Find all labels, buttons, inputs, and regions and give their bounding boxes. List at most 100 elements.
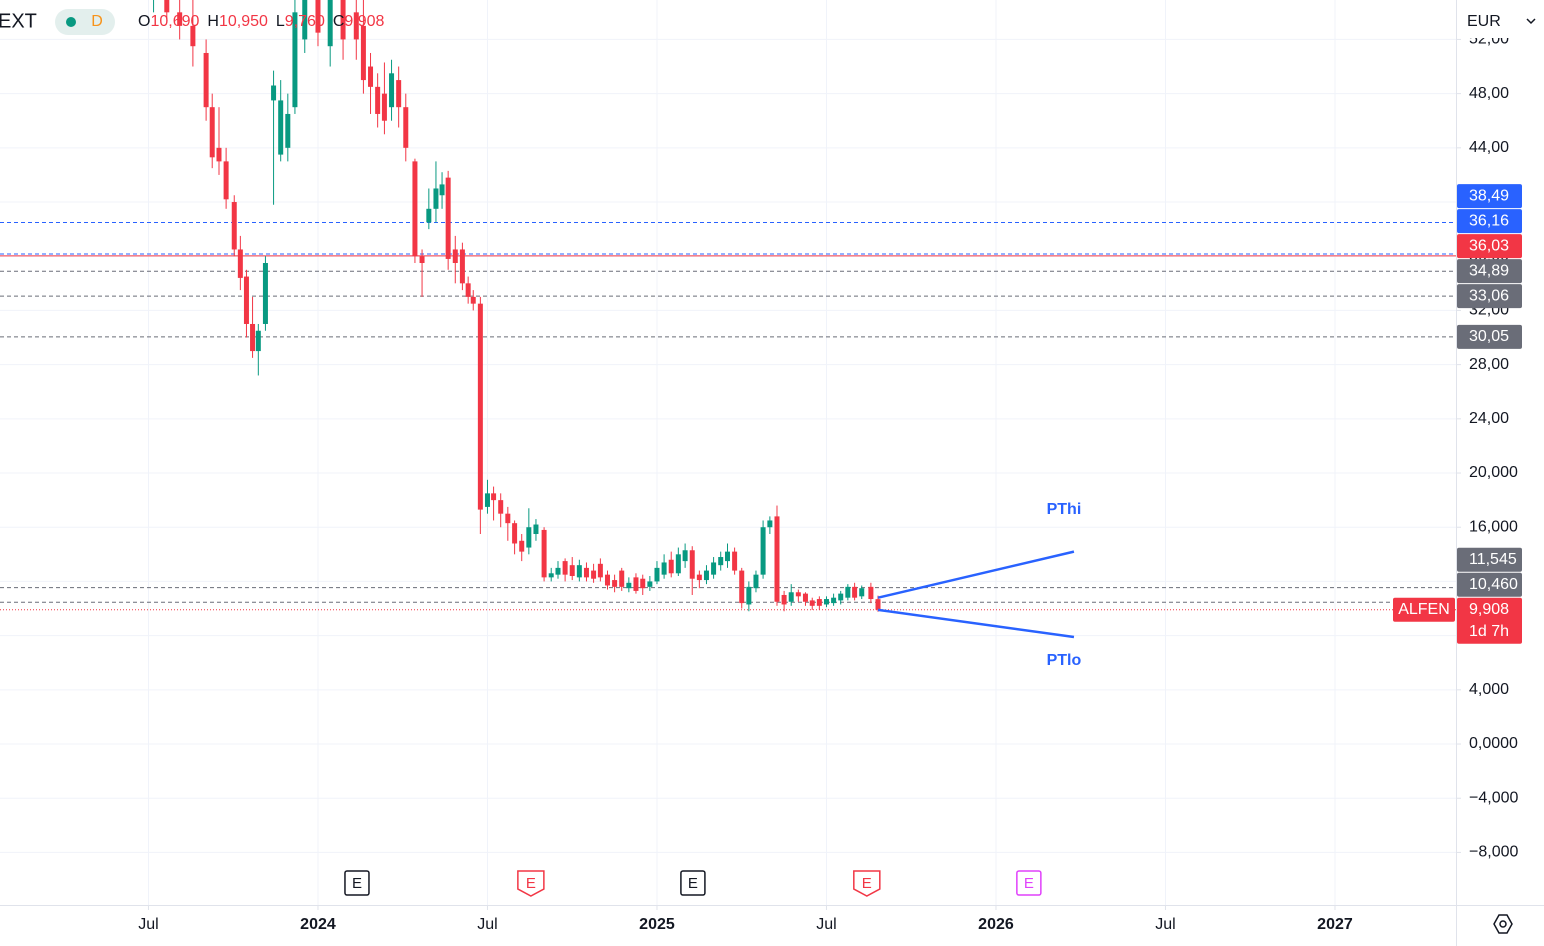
settings-icon[interactable] [1493, 914, 1513, 934]
candle-body [802, 593, 808, 602]
candle-body [583, 567, 589, 578]
price-tag-label: 30,05 [1469, 328, 1509, 345]
candle-body [412, 161, 418, 257]
y-tick-label: 44,00 [1469, 139, 1509, 156]
interval: D [91, 13, 103, 30]
overlay: EXT D O10,690 H10,950 L9,760 C9,908 EUR PTh… [0, 6, 1540, 934]
candle-body [809, 600, 815, 606]
candle-body [852, 586, 858, 598]
price-tag [1457, 597, 1522, 644]
x-tick-label: 2026 [978, 916, 1014, 933]
candle-body [255, 330, 261, 352]
ohlc-value: 9,760 [285, 13, 325, 30]
candle-body [548, 573, 554, 578]
candle-body [718, 557, 724, 566]
event-marker[interactable] [1016, 870, 1042, 896]
event-label[interactable]: E [862, 875, 872, 892]
currency[interactable]: EUR [1467, 13, 1501, 30]
symbol[interactable]: EXT [0, 10, 37, 32]
x-tick-label: 2024 [300, 916, 336, 933]
candle-body [439, 184, 445, 196]
currency-chevron[interactable] [1526, 18, 1536, 25]
candle-body [612, 580, 618, 587]
price-tag-label: 36,03 [1469, 237, 1509, 254]
price-tag-label: 38,49 [1469, 187, 1509, 204]
candle-body [512, 523, 518, 544]
y-tick-label: 4,000 [1469, 681, 1509, 698]
y-tick-label: −8,000 [1469, 844, 1518, 861]
event-marker[interactable] [680, 870, 706, 896]
x-tick-label: 2025 [639, 916, 675, 933]
plot-area [0, 0, 1456, 639]
candle-body [816, 599, 822, 606]
candle-body [278, 100, 284, 155]
candle-body [250, 323, 256, 352]
candle-body [724, 551, 730, 562]
candle-body [774, 516, 780, 602]
event-marker[interactable] [344, 870, 370, 896]
candle-body [868, 586, 874, 600]
candle-body [795, 592, 801, 597]
ohlc-legend: O10,690 H10,950 L9,760 C9,908 [138, 13, 385, 30]
x-tick-label: Jul [138, 916, 158, 933]
candle-body [689, 550, 695, 579]
candle-body [302, 0, 308, 40]
candle-body [209, 107, 215, 158]
y-tick-label: 20,000 [1469, 464, 1518, 481]
x-tick-label: 2027 [1317, 916, 1353, 933]
candle-body [875, 599, 881, 610]
ohlc-key: H [207, 13, 219, 30]
candle-body [859, 588, 865, 597]
candle-body [533, 524, 539, 535]
candle-body [271, 85, 277, 101]
candle-body [223, 161, 229, 200]
price-tag-label: 11,545 [1469, 551, 1517, 568]
event-label[interactable]: E [352, 875, 362, 892]
axes: 52,0048,0044,0040,0036,0032,0028,0024,00… [138, 31, 1522, 933]
candle-body [555, 567, 561, 575]
price-tag [1457, 324, 1522, 349]
event-label[interactable]: E [688, 875, 698, 892]
ohlc-key: L [276, 13, 285, 30]
candle-body [781, 594, 787, 605]
y-tick-label: −4,000 [1469, 789, 1518, 806]
price-tag [1457, 184, 1522, 209]
candle-body [526, 527, 532, 548]
event-label[interactable]: E [1024, 875, 1034, 892]
candle-body [190, 25, 196, 47]
candle-body [477, 303, 483, 510]
trend-label[interactable]: PThi [1047, 501, 1082, 518]
currency-button[interactable] [1460, 6, 1540, 38]
price-tag-label: 36,16 [1469, 212, 1509, 229]
candle-body [647, 581, 653, 587]
settings-hex[interactable] [1493, 914, 1513, 934]
settings-dot[interactable] [1499, 920, 1507, 928]
symbol-tag [1393, 597, 1455, 622]
price-tag [1457, 547, 1522, 572]
event-marker[interactable] [853, 870, 881, 897]
candle-body [626, 582, 632, 589]
candle-body [164, 0, 170, 13]
y-tick-label: 16,000 [1469, 518, 1518, 535]
candle-body [470, 296, 476, 304]
candle-body [711, 562, 717, 575]
price-tag-label: 9,908 [1469, 601, 1509, 618]
candle-body [576, 565, 582, 578]
candle-body [831, 597, 837, 604]
ohlc-key: O [138, 13, 150, 30]
trend-label[interactable]: PTlo [1047, 652, 1082, 669]
candle-body [682, 550, 688, 562]
candle-body [505, 513, 511, 524]
candle-body [231, 202, 237, 250]
event-label[interactable]: E [526, 875, 536, 892]
event-marker[interactable] [517, 870, 545, 897]
candle-body [237, 249, 243, 278]
candle-body [177, 12, 183, 26]
candle-body [465, 283, 471, 297]
status-pill[interactable] [55, 9, 115, 35]
candle-body [633, 577, 639, 591]
candle-body [243, 276, 249, 324]
